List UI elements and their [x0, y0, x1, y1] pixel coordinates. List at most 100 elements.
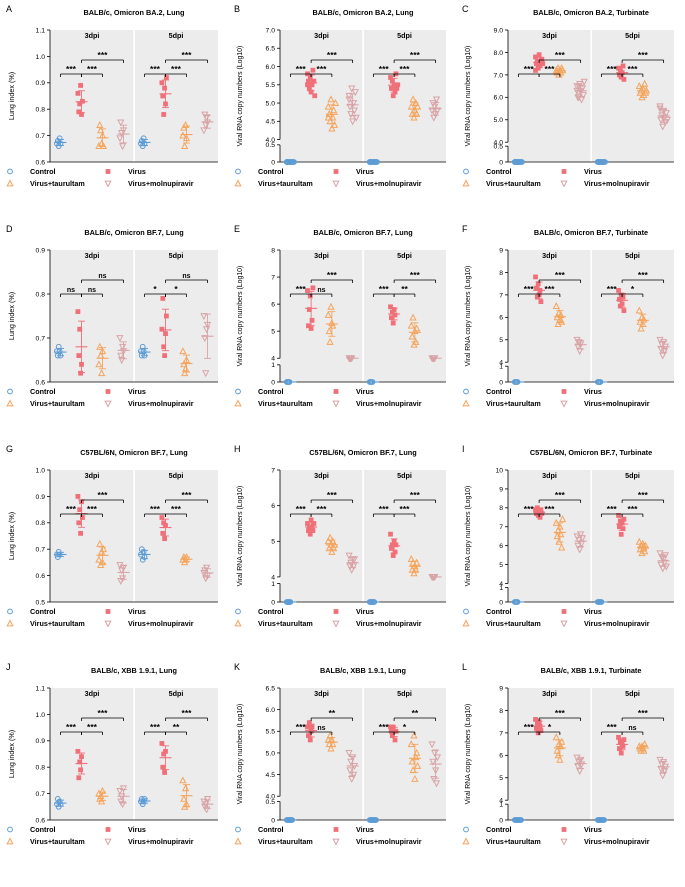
panel-day-label: 3dpi: [542, 31, 557, 40]
legend: Control Virus Virus+taurultam Virus+molnupi…: [234, 607, 422, 628]
significance-label: ***: [379, 284, 390, 294]
y-tick-label: 7: [499, 292, 503, 299]
data-point: [577, 756, 585, 764]
y-tick-label: 9: [499, 486, 503, 493]
legend-label: Control: [30, 825, 56, 834]
y-tick-label: 5: [271, 329, 275, 336]
legend-label: Control: [258, 167, 284, 176]
significance-label: ***: [410, 490, 421, 500]
y-tick-label: 0.8: [36, 765, 46, 772]
legend-label: Virus+taurultam: [30, 837, 85, 846]
significance-label: ***: [317, 504, 328, 514]
y-tick-label: 4: [271, 356, 275, 363]
legend-marker: [104, 180, 112, 188]
panel-day-label: 5dpi: [397, 689, 412, 698]
y-tick-label: 7: [271, 467, 275, 474]
data-point: [324, 310, 332, 318]
data-point: [660, 339, 668, 347]
significance-label: ***: [400, 64, 411, 74]
legend-label: Virus+taurultam: [486, 399, 541, 408]
y-tick-label: 1: [499, 585, 503, 592]
legend-marker: [333, 827, 339, 832]
significance-label: ***: [524, 722, 535, 732]
data-point: [392, 737, 398, 743]
data-point: [534, 725, 539, 731]
legend: Control Virus Virus+taurultam Virus+molnupi…: [6, 607, 194, 628]
significance-label: ***: [638, 50, 649, 60]
data-point: [428, 107, 436, 115]
data-point: [164, 313, 169, 319]
y-tick-label: 5.0: [266, 750, 276, 757]
y-tick-label: 4.5: [266, 119, 276, 126]
legend: Control Virus Virus+taurultam Virus+molnupi…: [462, 607, 650, 628]
data-point: [328, 124, 336, 132]
legend-label: Control: [258, 387, 284, 396]
panel-day-label: 3dpi: [85, 689, 100, 698]
significance-label: ***: [545, 504, 556, 514]
data-point: [78, 83, 83, 88]
significance-label: *: [174, 284, 178, 294]
data-point: [311, 521, 317, 526]
data-point: [580, 78, 588, 86]
data-point: [116, 335, 124, 343]
data-point: [552, 302, 560, 309]
data-point: [161, 751, 167, 757]
significance-label: **: [412, 708, 419, 718]
panel-background: [592, 30, 674, 162]
legend-label: Virus: [356, 387, 374, 396]
significance-label: ***: [87, 64, 98, 74]
chart-d: D BALB/c, Omicron BF.7, Lung 3dpi 5dpi 0.6 0.…: [6, 224, 218, 408]
panel-background: [135, 250, 218, 382]
data-point: [96, 120, 104, 128]
panel-letter: G: [6, 444, 13, 454]
legend-label: Virus+molnupiravir: [356, 399, 422, 408]
y-axis-label: Lung index (%): [7, 512, 16, 560]
legend-marker: [561, 169, 567, 174]
y-tick-label: 0.7: [36, 547, 46, 554]
data-point: [388, 304, 393, 310]
y-tick-label: 0.8: [36, 520, 46, 527]
y-tick-label: 4: [499, 581, 503, 588]
data-point: [159, 80, 165, 86]
data-point: [306, 78, 311, 84]
significance-label: ***: [150, 722, 161, 732]
data-point: [621, 516, 627, 522]
data-point: [411, 774, 419, 782]
data-point: [179, 776, 187, 784]
legend: Control Virus Virus+taurultam Virus+molnupi…: [6, 387, 194, 408]
data-point: [537, 514, 543, 520]
data-point: [305, 521, 310, 526]
data-point: [116, 135, 124, 143]
significance-label: ***: [87, 722, 98, 732]
data-point: [312, 93, 318, 99]
y-tick-label: 10: [495, 467, 503, 474]
data-point: [181, 364, 190, 372]
y-tick-label: 0: [271, 599, 275, 606]
data-point: [352, 114, 360, 122]
data-point: [535, 281, 541, 287]
data-point: [408, 332, 416, 340]
data-point: [76, 775, 82, 781]
data-point: [309, 317, 315, 323]
legend-marker: [7, 608, 13, 615]
data-point: [388, 531, 393, 537]
data-point: [307, 737, 313, 743]
data-point: [310, 528, 316, 533]
y-tick-label: 1.0: [36, 54, 46, 61]
panel-day-label: 3dpi: [85, 31, 100, 40]
legend-marker: [332, 400, 340, 408]
legend-label: Control: [486, 607, 512, 616]
panel-letter: J: [6, 662, 11, 672]
y-tick-label: 7: [271, 274, 275, 281]
data-point: [620, 743, 626, 749]
chart-title: BALB/c, XBB 1.9.1, Lung: [91, 666, 177, 675]
chart-i: I C57BL/6N, Omicron BF.7, Turbinate 3dpi 5d…: [462, 444, 674, 628]
y-tick-label: 6.5: [266, 685, 276, 692]
data-point: [324, 537, 332, 545]
data-point: [307, 75, 313, 80]
legend-label: Virus+taurultam: [30, 399, 85, 408]
significance-label: ***: [150, 504, 161, 514]
legend-marker: [105, 827, 111, 832]
legend-label: Virus+taurultam: [486, 179, 541, 188]
